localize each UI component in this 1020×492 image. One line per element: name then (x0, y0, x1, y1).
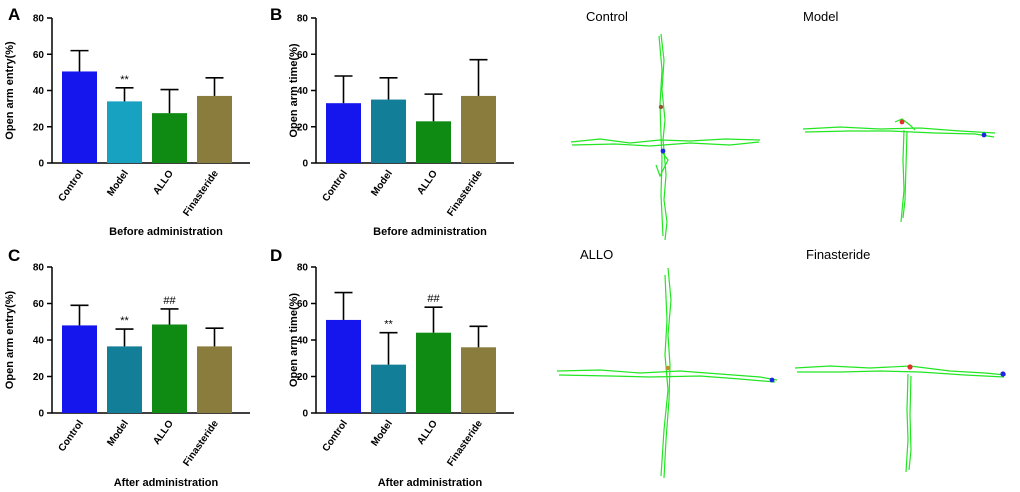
track-start-dot (665, 365, 671, 371)
bar-control (326, 319, 361, 413)
panel-label-c: C (8, 246, 20, 265)
track-finasteride: Finasteride (794, 247, 1007, 473)
y-axis-title: Open arm time(%) (288, 293, 300, 387)
panel-label-d: D (270, 246, 282, 265)
track-end-dot (1000, 371, 1006, 377)
x-axis-title: After administration (114, 477, 219, 489)
chart-panel-d: D 0 20 40 60 80 Open arm time(%) Control ** Model… (270, 246, 514, 489)
y-tick-label: 0 (302, 159, 308, 170)
category-label-finasteride: Finasteride (445, 418, 485, 468)
bar-control (62, 71, 97, 163)
bar-control (326, 103, 361, 163)
track-end-dot (660, 148, 666, 154)
y-tick-label: 0 (302, 409, 308, 420)
track-end-dot (769, 377, 775, 383)
y-tick-label: 0 (38, 409, 44, 420)
category-label-allo: ALLO (151, 418, 176, 447)
category-label-model: Model (105, 168, 131, 198)
category-label-allo: ALLO (415, 168, 440, 197)
y-tick-label: 40 (33, 86, 45, 97)
y-tick-label: 40 (297, 86, 309, 97)
category-label-finasteride: Finasteride (181, 418, 221, 468)
bar-model (371, 99, 406, 163)
y-tick-label: 80 (297, 14, 309, 25)
category-label-model: Model (369, 418, 395, 448)
bar-allo (152, 324, 187, 413)
category-label-control: Control (321, 418, 351, 454)
y-tick-label: 80 (297, 263, 309, 274)
category-label-control: Control (57, 168, 87, 204)
bar-model (107, 346, 142, 413)
category-label-allo: ALLO (415, 418, 440, 447)
chart-panel-a: A 0 20 40 60 80 Open arm entry(%) Control ** Mode… (4, 5, 250, 238)
y-tick-label: 20 (297, 372, 309, 383)
track-start-dot (907, 364, 913, 370)
y-axis-title: Open arm entry(%) (4, 41, 16, 140)
significance-model: ** (384, 319, 393, 331)
track-control: Control (570, 9, 761, 241)
x-axis-title: After administration (378, 477, 483, 489)
y-tick-label: 80 (33, 263, 45, 274)
chart-panel-b: B 0 20 40 60 80 Open arm time(%) Control Model AL… (270, 5, 514, 238)
y-tick-label: 60 (297, 50, 309, 61)
track-title-model: Model (803, 9, 839, 24)
panel-label-a: A (8, 5, 20, 24)
track-title-control: Control (586, 9, 628, 24)
track-model: Model (802, 9, 996, 223)
bar-finasteride (461, 347, 496, 413)
bar-allo (416, 332, 451, 413)
track-path-finasteride (794, 365, 1007, 473)
category-label-allo: ALLO (151, 168, 176, 197)
significance-model: ** (120, 315, 129, 327)
track-end-dot (981, 132, 987, 138)
chart-panel-c: C 0 20 40 60 80 Open arm entry(%) Control ** Mode… (4, 246, 250, 489)
y-tick-label: 40 (33, 336, 45, 347)
bar-charts: A 0 20 40 60 80 Open arm entry(%) Control ** Mode… (4, 5, 514, 489)
y-tick-label: 40 (297, 336, 309, 347)
category-label-finasteride: Finasteride (181, 168, 221, 218)
x-axis-title: Before administration (109, 226, 223, 238)
category-label-control: Control (321, 168, 351, 204)
bar-finasteride (197, 95, 232, 163)
category-label-model: Model (369, 168, 395, 198)
significance-allo: ## (163, 295, 176, 307)
bar-model (371, 364, 406, 413)
track-title-finasteride: Finasteride (806, 247, 870, 262)
y-tick-label: 0 (38, 159, 44, 170)
bar-allo (416, 121, 451, 163)
category-label-control: Control (57, 418, 87, 454)
y-axis-title: Open arm entry(%) (4, 290, 16, 389)
bar-finasteride (461, 95, 496, 163)
x-axis-title: Before administration (373, 226, 487, 238)
y-axis-title: Open arm time(%) (288, 43, 300, 137)
y-tick-label: 20 (33, 372, 45, 383)
y-tick-label: 20 (33, 122, 45, 133)
bar-finasteride (197, 346, 232, 413)
track-path-allo (556, 267, 778, 479)
y-tick-label: 80 (33, 14, 45, 25)
track-path-control (570, 33, 761, 241)
category-label-model: Model (105, 418, 131, 448)
y-tick-label: 60 (33, 299, 45, 310)
track-allo: ALLO (556, 247, 778, 479)
track-start-dot (899, 119, 905, 125)
y-tick-label: 20 (297, 122, 309, 133)
significance-model: ** (120, 74, 129, 86)
y-tick-label: 60 (297, 299, 309, 310)
panel-label-b: B (270, 5, 282, 24)
y-tick-label: 60 (33, 50, 45, 61)
track-title-allo: ALLO (580, 247, 613, 262)
bar-allo (152, 113, 187, 163)
track-start-dot (658, 104, 664, 110)
bar-model (107, 101, 142, 163)
significance-allo: ## (427, 293, 440, 305)
bar-control (62, 325, 97, 413)
category-label-finasteride: Finasteride (445, 168, 485, 218)
track-path-model (802, 118, 996, 223)
